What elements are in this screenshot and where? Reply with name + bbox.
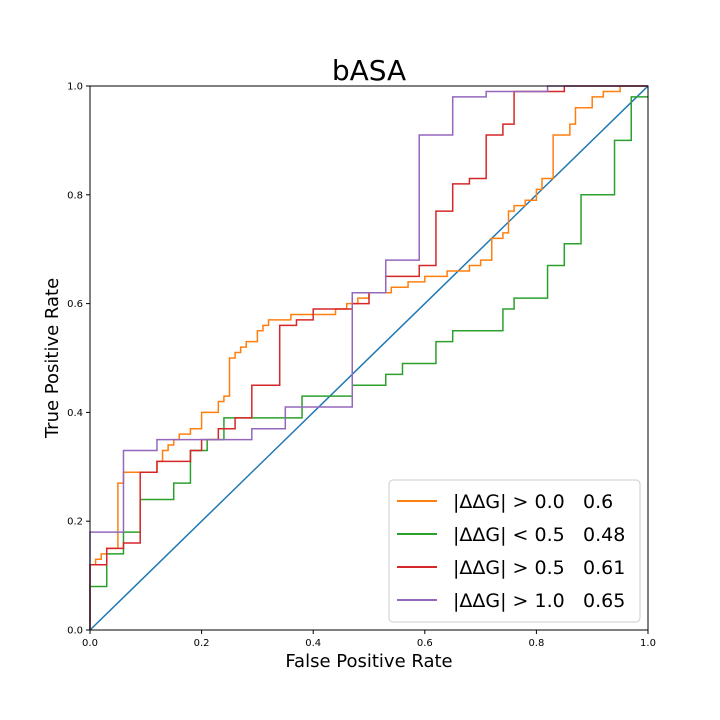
x-tick-label: 0.2 — [194, 638, 210, 649]
legend-box — [388, 479, 641, 623]
x-tick-label: 1.0 — [640, 638, 656, 649]
plot-area — [89, 85, 649, 631]
y-axis-label: True Positive Rate — [42, 278, 63, 439]
diagonal-reference-line — [89, 85, 649, 631]
x-tick-label: 0.6 — [417, 638, 433, 649]
y-tick-label: 0.4 — [67, 408, 83, 419]
legend-label-2: |ΔΔG| > 0.5 — [453, 557, 565, 579]
y-tick-label: 0.8 — [67, 190, 83, 201]
series-line-0 — [89, 85, 648, 630]
legend-label-0: |ΔΔG| > 0.0 — [453, 491, 565, 513]
x-tick-label: 0.8 — [528, 638, 544, 649]
legend: |ΔΔG| > 0.0 0.6 |ΔΔG| < 0.5 0.48 |ΔΔG| > 0.5… — [388, 479, 641, 623]
x-tick-label: 0.4 — [305, 638, 321, 649]
series-line-3 — [89, 85, 648, 630]
chart-title: bASA — [332, 54, 406, 87]
x-axis-label: False Positive Rate — [285, 651, 452, 672]
y-tick-label: 0.6 — [67, 299, 83, 310]
legend-auc-2: 0.61 — [583, 557, 625, 579]
axis-ticks: 0.0 0.2 0.4 0.6 0.8 1.0 0.0 0.2 0.4 0.6 0.8 1.0 — [67, 82, 656, 650]
legend-label-1: |ΔΔG| < 0.5 — [453, 524, 565, 546]
legend-auc-0: 0.6 — [583, 491, 613, 513]
y-tick-label: 0.0 — [67, 626, 83, 637]
legend-auc-3: 0.65 — [583, 590, 625, 612]
legend-auc-1: 0.48 — [583, 524, 625, 546]
legend-label-3: |ΔΔG| > 1.0 — [453, 590, 565, 612]
plot-frame — [89, 85, 649, 631]
y-tick-label: 0.2 — [67, 517, 83, 528]
x-tick-label: 0.0 — [82, 638, 98, 649]
y-tick-label: 1.0 — [67, 82, 83, 93]
